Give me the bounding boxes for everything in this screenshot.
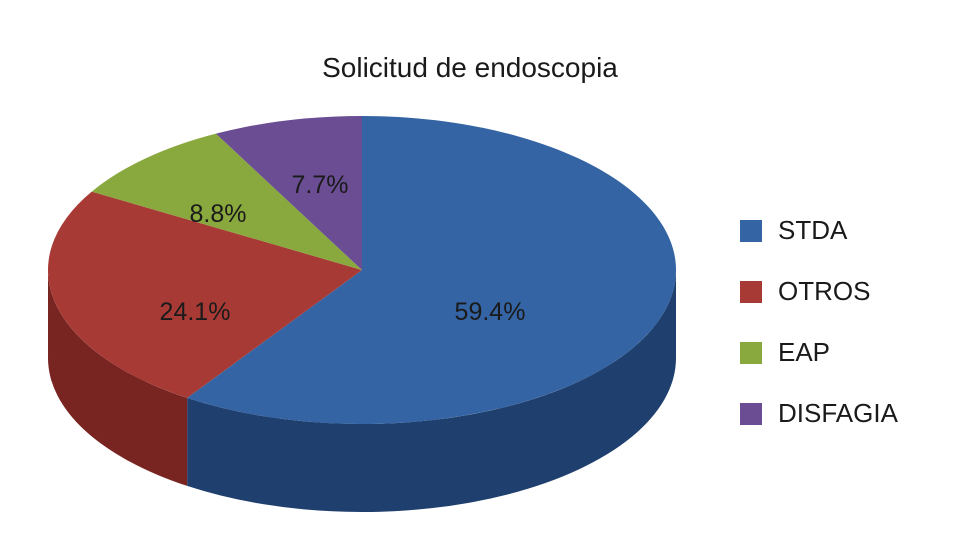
legend-label-eap: EAP: [778, 337, 831, 367]
pie-side-otros: [48, 270, 188, 486]
legend: STDA OTROS EAP DISFAGIA: [740, 200, 898, 444]
legend-item-otros: OTROS: [740, 261, 898, 322]
legend-label-disfagia: DISFAGIA: [778, 398, 898, 428]
pie-tops: [48, 116, 677, 424]
legend-swatch-stda: [740, 219, 762, 242]
legend-label-otros: OTROS: [778, 276, 871, 306]
pie-slice-stda: [187, 116, 677, 424]
data-label-stda: 59.4%: [455, 298, 526, 326]
legend-swatch-otros: [740, 280, 762, 303]
pie-sides: [48, 270, 676, 512]
chart-title: Solicitud de endoscopia: [322, 52, 618, 83]
data-label-otros: 24.1%: [160, 298, 231, 326]
pie-labels: 59.4% 24.1% 8.8% 7.7%: [160, 171, 526, 326]
pie-slice-otros: [48, 191, 363, 398]
data-label-eap: 8.8%: [190, 200, 247, 228]
data-label-disfagia: 7.7%: [292, 171, 349, 199]
pie-slice-disfagia: [215, 116, 362, 270]
pie-slice-eap: [91, 133, 362, 270]
legend-label-stda: STDA: [778, 215, 848, 245]
legend-item-disfagia: DISFAGIA: [740, 383, 898, 444]
legend-swatch-disfagia: [740, 402, 762, 425]
legend-item-eap: EAP: [740, 322, 898, 383]
legend-item-stda: STDA: [740, 200, 898, 261]
legend-swatch-eap: [740, 341, 762, 364]
pie-side-stda: [187, 270, 676, 512]
